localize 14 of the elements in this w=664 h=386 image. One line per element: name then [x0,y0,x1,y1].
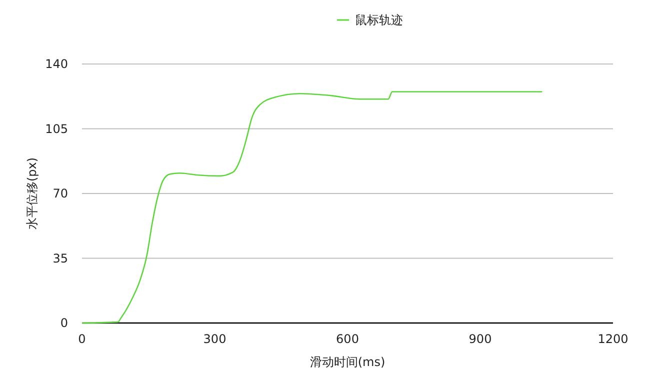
x-tick-label: 300 [203,332,226,346]
y-tick-label: 105 [45,122,68,136]
y-tick-label: 35 [52,251,68,266]
line-series [81,91,543,324]
x-tick-label: 900 [468,332,492,346]
x-tick-label: 0 [78,332,86,346]
y-tick-label: 140 [45,57,68,72]
y-tick-label: 0 [60,316,68,330]
x-tick-label: 600 [336,332,359,346]
legend-label: 鼠标轨迹 [355,13,403,28]
y-axis-title: 水平位移(px) [25,157,39,230]
x-axis-title: 滑动时间(ms) [310,355,386,369]
y-tick-label: 70 [52,186,68,201]
x-tick-label: 1200 [598,332,628,346]
